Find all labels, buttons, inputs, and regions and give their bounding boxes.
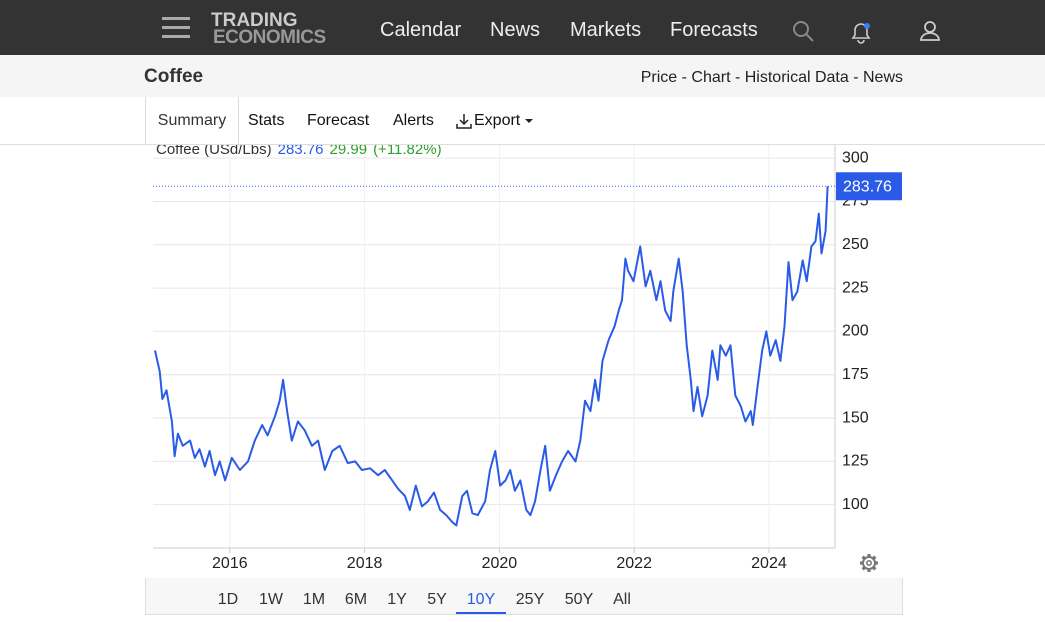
y-tick-label: 200	[842, 323, 869, 340]
x-tick-label: 2024	[751, 555, 787, 572]
range-button[interactable]: 50Y	[564, 591, 594, 608]
logo-top[interactable]: TRADING	[211, 10, 298, 31]
price-tag-label: 283.76	[843, 178, 892, 195]
y-tick-label: 250	[842, 236, 869, 253]
nav-link[interactable]: Forecasts	[670, 19, 758, 41]
legend-name: Coffee (USd/Lbs)	[156, 145, 272, 158]
y-tick-label: 175	[842, 366, 869, 383]
nav-link[interactable]: Markets	[570, 19, 642, 41]
tab[interactable]: Summary	[145, 97, 239, 144]
range-button[interactable]: 6M	[344, 591, 368, 608]
range-button[interactable]: 1Y	[387, 591, 407, 608]
y-tick-label: 125	[842, 453, 869, 470]
top-nav: TRADING ECONOMICS Calendar News Markets …	[0, 0, 1045, 55]
logo-bottom[interactable]: ECONOMICS	[213, 27, 326, 48]
page-title: Coffee	[144, 66, 204, 87]
tab[interactable]: Stats	[248, 112, 285, 129]
header-links[interactable]: Price - Chart - Historical Data - News	[640, 69, 903, 86]
caret	[525, 118, 534, 123]
user-icon[interactable]	[918, 19, 942, 43]
download-icon	[456, 114, 472, 129]
gear-hub	[866, 560, 872, 566]
x-tick-label: 2018	[347, 555, 383, 572]
nav-link[interactable]: Calendar	[380, 19, 462, 41]
menu-icon[interactable]	[162, 16, 190, 40]
range-button[interactable]: 1W	[259, 591, 283, 608]
price-line	[154, 186, 829, 527]
y-tick-label: 225	[842, 279, 869, 296]
range-button[interactable]: 10Y	[456, 578, 506, 614]
nav-link[interactable]: News	[490, 19, 541, 41]
x-tick-label: 2020	[482, 555, 518, 572]
y-tick-label: 300	[842, 149, 869, 166]
range-button[interactable]: 1D	[217, 591, 239, 608]
legend-change-percent: (+11.82%)	[373, 145, 442, 158]
page-header: Coffee Price - Chart - Historical Data -…	[0, 55, 1045, 98]
legend-last: 283.76	[278, 145, 324, 158]
search-icon[interactable]	[792, 20, 816, 44]
range-bar: 1D 1W 1M 6M 1Y 5Y 10Y 25Y 50Y All	[145, 578, 903, 615]
bell-icon[interactable]	[848, 20, 874, 46]
range-button[interactable]: 25Y	[515, 591, 545, 608]
legend-change: 29.99	[330, 145, 368, 158]
range-button[interactable]: 5Y	[427, 591, 447, 608]
settings-icon[interactable]	[860, 554, 878, 572]
y-tick-label: 150	[842, 409, 869, 426]
gear-ring	[862, 556, 876, 570]
range-button[interactable]: 1M	[302, 591, 326, 608]
x-tick-label: 2016	[212, 555, 248, 572]
tab[interactable]: Forecast	[307, 112, 370, 129]
x-tick-label: 2022	[616, 555, 652, 572]
range-button[interactable]: All	[613, 591, 631, 608]
tab[interactable]: Alerts	[393, 112, 434, 129]
tab[interactable]: Export	[456, 97, 534, 144]
y-tick-label: 100	[842, 496, 869, 513]
price-tag	[836, 172, 902, 201]
tab-bar: Summary Stats Forecast Alerts Export	[0, 97, 1045, 145]
legend: Coffee (USd/Lbs) 283.76 29.99 (+11.82%)	[156, 145, 442, 158]
